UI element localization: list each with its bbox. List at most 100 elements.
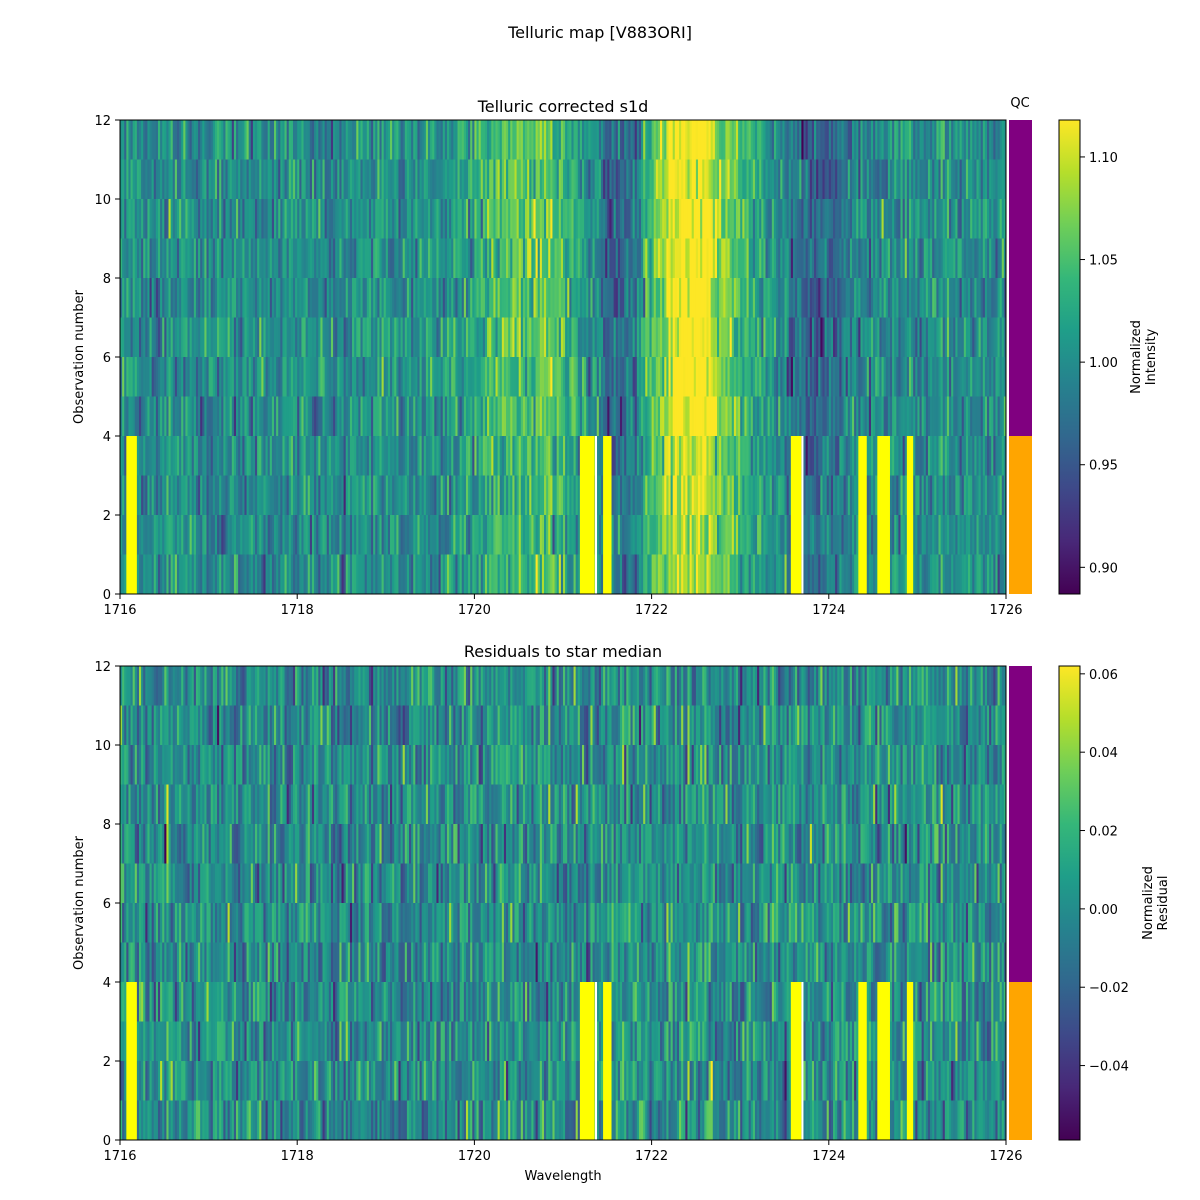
heatmap-cell	[904, 436, 908, 476]
heatmap-cell	[698, 396, 701, 436]
heatmap-cell	[392, 396, 395, 436]
heatmap-cell	[590, 554, 593, 594]
heatmap-cell	[921, 515, 925, 555]
heatmap-cell	[575, 436, 579, 476]
heatmap-cell	[877, 396, 880, 436]
heatmap-cell	[339, 554, 342, 594]
heatmap-cell	[923, 475, 927, 515]
heatmap-cell	[896, 436, 899, 476]
heatmap-cell	[780, 554, 783, 594]
heatmap-cell	[626, 396, 629, 436]
heatmap-cell	[776, 475, 779, 515]
heatmap-cell	[318, 515, 321, 555]
heatmap-cell	[472, 396, 475, 436]
heatmap-cell	[303, 554, 307, 594]
heatmap-cell	[862, 515, 866, 555]
heatmap-cell	[265, 554, 269, 594]
heatmap-cell	[438, 396, 442, 436]
heatmap-cell	[816, 554, 819, 594]
heatmap-cell	[402, 436, 406, 476]
heatmap-cell	[320, 515, 323, 555]
heatmap-cell	[735, 515, 739, 555]
heatmap-cell	[257, 554, 260, 594]
heatmap-cell	[811, 436, 815, 476]
heatmap-cell	[377, 554, 380, 594]
heatmap-cell	[811, 554, 815, 594]
heatmap-cell	[773, 436, 777, 476]
heatmap-cell	[959, 436, 963, 476]
heatmap-cell	[233, 436, 237, 476]
heatmap-cell	[946, 515, 950, 555]
heatmap-cell	[383, 436, 387, 476]
heatmap-cell	[316, 554, 319, 594]
heatmap-cell	[295, 515, 298, 555]
heatmap-cell	[993, 436, 996, 476]
heatmap-cell	[860, 396, 863, 436]
heatmap-cell	[480, 396, 484, 436]
heatmap-cell	[883, 554, 887, 594]
heatmap-cell	[328, 475, 332, 515]
heatmap-cell	[896, 554, 899, 594]
heatmap-cell	[913, 475, 916, 515]
heatmap-cell	[864, 396, 868, 436]
heatmap-cell	[565, 436, 568, 476]
heatmap-cell	[776, 396, 779, 436]
heatmap-cell	[558, 475, 562, 515]
heatmap-cell	[120, 396, 123, 436]
heatmap-cell	[674, 475, 678, 515]
heatmap-cell	[130, 436, 134, 476]
heatmap-cell	[261, 554, 264, 594]
heatmap-cell	[371, 436, 374, 476]
heatmap-cell	[432, 554, 435, 594]
heatmap-cell	[537, 436, 541, 476]
heatmap-cell	[902, 475, 906, 515]
heatmap-cell	[463, 515, 467, 555]
heatmap-cell	[556, 554, 560, 594]
heatmap-cell	[417, 475, 420, 515]
heatmap-cell	[476, 436, 480, 476]
heatmap-cell	[778, 436, 781, 476]
heatmap-cell	[586, 515, 589, 555]
heatmap-cell	[544, 396, 547, 436]
heatmap-cell	[600, 436, 604, 476]
heatmap-cell	[415, 554, 418, 594]
heatmap-cell	[744, 515, 747, 555]
heatmap-cell	[193, 475, 197, 515]
heatmap-cell	[723, 396, 726, 436]
heatmap-cell	[957, 554, 960, 594]
heatmap-cell	[573, 396, 577, 436]
heatmap-cell	[885, 554, 889, 594]
heatmap-cell	[596, 554, 600, 594]
heatmap-cell	[134, 436, 138, 476]
heatmap-cell	[664, 475, 667, 515]
heatmap-cell	[497, 396, 501, 436]
heatmap-cell	[854, 515, 857, 555]
heatmap-cell	[974, 475, 977, 515]
heatmap-cell	[769, 554, 773, 594]
heatmap-cell	[290, 475, 294, 515]
heatmap-cell	[539, 436, 543, 476]
heatmap-cell	[634, 515, 638, 555]
heatmap-cell	[733, 554, 737, 594]
heatmap-cell	[478, 436, 482, 476]
heatmap-cell	[552, 515, 555, 555]
heatmap-cell	[569, 515, 572, 555]
heatmap-cell	[252, 554, 256, 594]
heatmap-cell	[349, 554, 353, 594]
heatmap-cell	[200, 515, 203, 555]
heatmap-cell	[814, 515, 817, 555]
heatmap-cell	[341, 554, 345, 594]
heatmap-cell	[581, 396, 585, 436]
heatmap-cell	[936, 475, 939, 515]
heatmap-cell	[252, 475, 256, 515]
heatmap-cell	[803, 436, 806, 476]
heatmap-cell	[383, 554, 387, 594]
heatmap-cell	[136, 396, 140, 436]
heatmap-cell	[311, 554, 315, 594]
heatmap-cell	[343, 515, 347, 555]
heatmap-cell	[141, 475, 144, 515]
heatmap-cell	[130, 515, 134, 555]
heatmap-cell	[761, 436, 764, 476]
heatmap-cell	[128, 357, 131, 397]
heatmap-cell	[257, 396, 260, 436]
